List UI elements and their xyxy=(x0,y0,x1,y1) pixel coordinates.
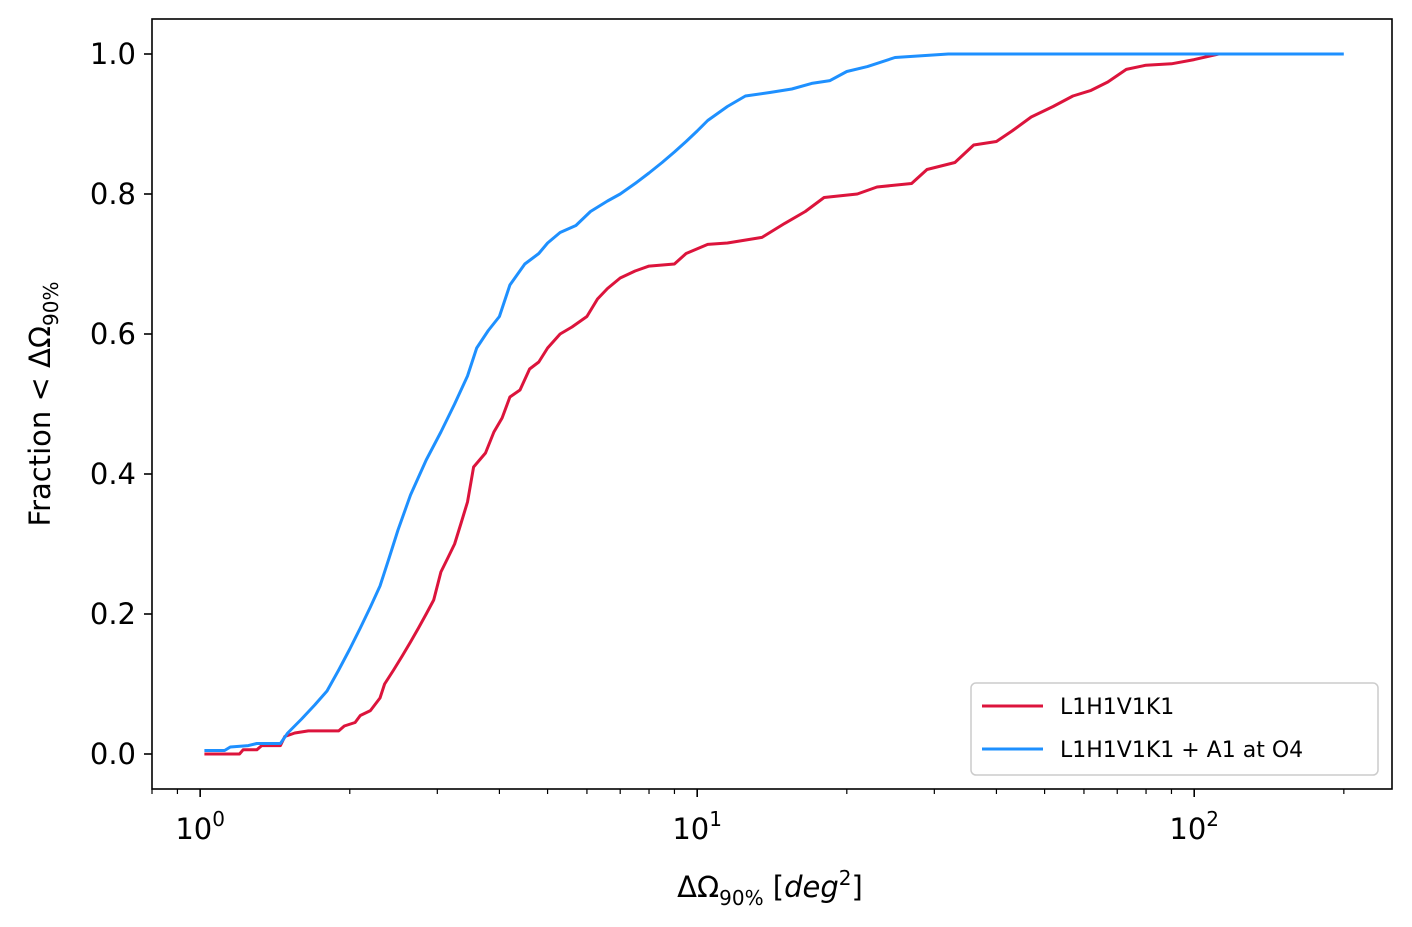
x-axis-label-main: ΔΩ xyxy=(677,870,719,904)
x-axis-label-subscript: 90% xyxy=(719,886,763,910)
x-axis-label-unit: deg xyxy=(784,870,839,904)
legend-label-l1h1v1k1: L1H1V1K1 xyxy=(1060,695,1174,720)
series-line-0 xyxy=(204,52,1220,756)
y-axis-label-main: Fraction < ΔΩ xyxy=(23,326,57,527)
x-tick-label: 101 xyxy=(672,807,722,846)
x-axis-label-open-bracket: [ xyxy=(764,870,785,904)
y-tick-label: 0.6 xyxy=(90,317,136,351)
x-axis-ticks: 100 101 102 xyxy=(151,789,1345,846)
x-axis-label-unit-exponent: 2 xyxy=(839,866,852,890)
legend-box xyxy=(970,682,1379,776)
y-tick-label: 0.8 xyxy=(90,177,136,211)
legend: L1H1V1K1 L1H1V1K1 + A1 at O4 xyxy=(970,682,1379,776)
y-tick-label: 1.0 xyxy=(90,37,136,71)
x-axis-label-close-bracket: ] xyxy=(852,870,863,904)
y-axis-label: Fraction < ΔΩ90% xyxy=(23,282,63,527)
series-line-1 xyxy=(204,52,1344,752)
y-tick-label: 0.2 xyxy=(90,597,136,631)
y-tick-label: 0.0 xyxy=(90,737,136,771)
x-tick-label: 100 xyxy=(175,807,225,846)
x-tick-label: 102 xyxy=(1169,807,1219,846)
y-tick-label: 0.4 xyxy=(90,457,136,491)
series-lines xyxy=(204,52,1344,756)
y-axis-label-subscript: 90% xyxy=(39,282,63,326)
plot-frame xyxy=(151,18,1393,790)
y-axis-ticks: 0.0 0.2 0.4 0.6 0.8 1.0 xyxy=(90,37,152,771)
x-axis-label: ΔΩ90% [deg2] xyxy=(677,866,863,910)
legend-label-l1h1v1k1-a1: L1H1V1K1 + A1 at O4 xyxy=(1060,738,1303,763)
